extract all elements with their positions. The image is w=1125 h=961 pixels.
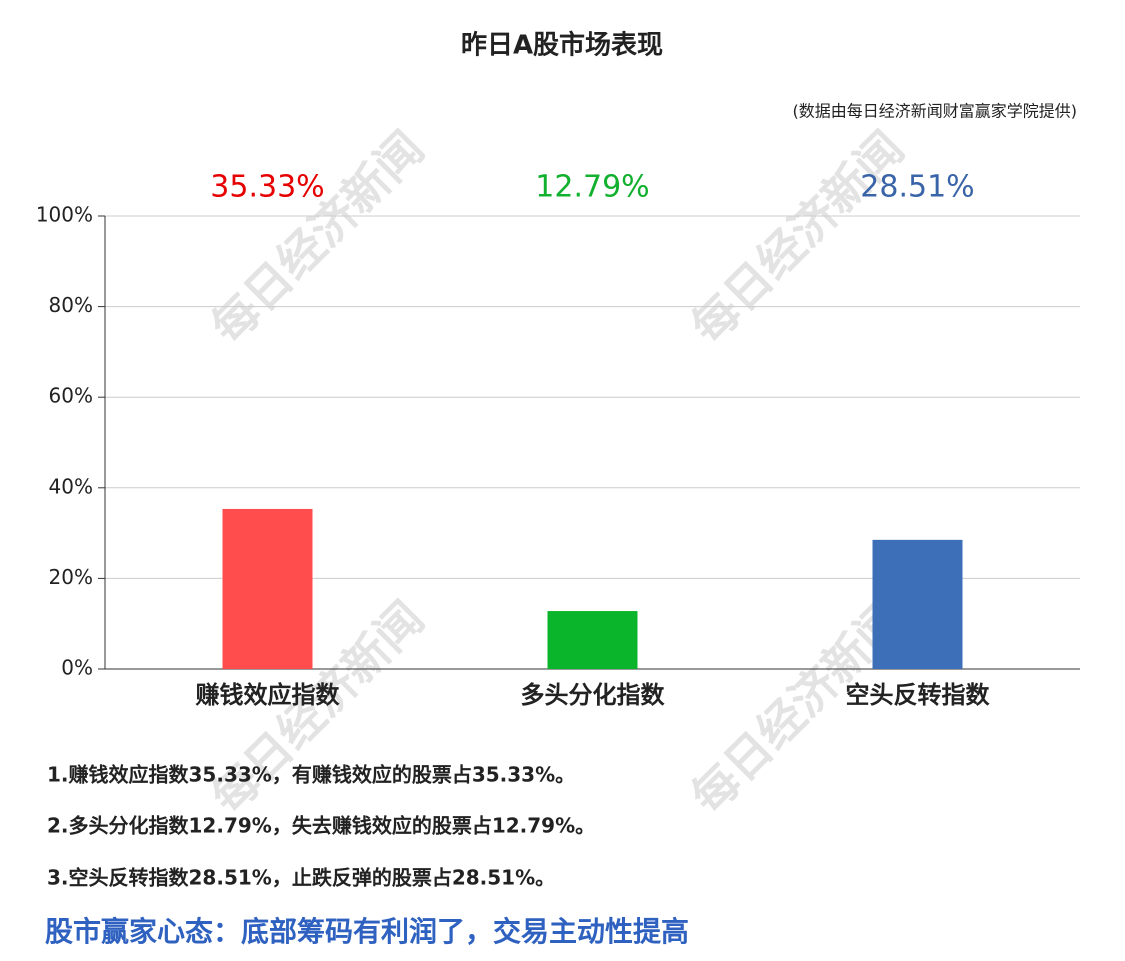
chart-title: 昨日A股市场表现 xyxy=(461,30,663,61)
x-tick-label: 多头分化指数 xyxy=(521,681,666,709)
x-tick-label: 赚钱效应指数 xyxy=(196,681,341,709)
bar xyxy=(547,611,638,669)
watermark: 每日经济新闻 xyxy=(201,121,434,354)
x-tick-label: 空头反转指数 xyxy=(846,681,991,709)
y-tick-label: 60% xyxy=(49,384,93,408)
bar xyxy=(872,539,963,669)
value-label: 12.79% xyxy=(535,170,649,205)
bar xyxy=(222,508,313,669)
y-tick-label: 100% xyxy=(36,203,93,227)
value-label: 28.51% xyxy=(860,170,974,205)
note: 1.赚钱效应指数35.33%，有赚钱效应的股票占35.33%。 xyxy=(47,763,575,787)
y-tick-label: 80% xyxy=(49,293,93,317)
note: 2.多头分化指数12.79%，失去赚钱效应的股票占12.79%。 xyxy=(47,814,595,838)
conclusion: 股市赢家心态：底部筹码有利润了，交易主动性提高 xyxy=(45,915,689,948)
y-tick-label: 0% xyxy=(61,656,93,680)
watermarks: 每日经济新闻 每日经济新闻 每日经济新闻 每日经济新闻 xyxy=(201,121,914,824)
y-tick-label: 20% xyxy=(49,565,93,589)
y-tick-label: 40% xyxy=(49,474,93,498)
note: 3.空头反转指数28.51%，止跌反弹的股票占28.51%。 xyxy=(47,866,555,890)
chart-subtitle: (数据由每日经济新闻财富赢家学院提供) xyxy=(793,102,1078,121)
watermark: 每日经济新闻 xyxy=(681,121,914,354)
value-label: 35.33% xyxy=(210,170,324,205)
